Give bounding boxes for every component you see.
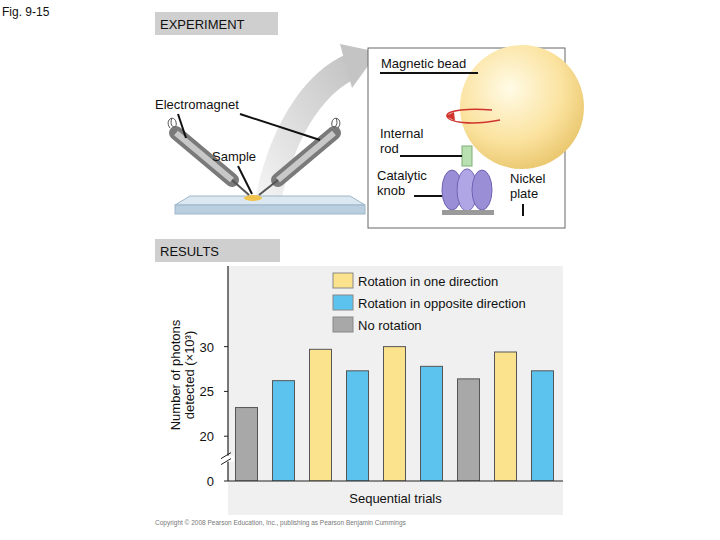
process-arrow xyxy=(268,66,352,200)
bar xyxy=(236,408,258,481)
diagram-label: Catalytic xyxy=(377,168,427,183)
legend: Rotation in one direction Rotation in opp… xyxy=(333,273,526,333)
legend-swatch xyxy=(333,317,353,332)
leader-line xyxy=(414,195,442,197)
bar xyxy=(384,347,406,481)
legend-label: Rotation in one direction xyxy=(358,274,498,289)
leader-line xyxy=(400,155,462,157)
heading-box xyxy=(155,239,280,262)
magnetic-bead xyxy=(460,45,584,169)
electromagnet xyxy=(278,133,334,180)
bars xyxy=(236,347,554,481)
bar xyxy=(458,379,480,481)
electromagnet-tip xyxy=(259,180,278,195)
nickel-plate xyxy=(442,210,494,215)
figure: Fig. 9-15 EXPERIMENT RESULTS Electromagnet S… xyxy=(0,0,720,540)
y-tick xyxy=(224,481,228,482)
bar xyxy=(495,352,517,481)
figure-label: Fig. 9-15 xyxy=(2,5,50,19)
leader-line xyxy=(238,166,252,194)
bar xyxy=(347,371,369,481)
y-tick-label: 20 xyxy=(200,429,214,444)
diagram-label: rod xyxy=(380,141,399,156)
diagram-label: Internal xyxy=(380,126,423,141)
y-tick xyxy=(224,391,228,392)
leader-line xyxy=(522,204,524,216)
x-axis-label: Sequential trials xyxy=(349,491,442,506)
bar xyxy=(310,349,332,481)
heading-box xyxy=(155,12,278,35)
rotation-arrow xyxy=(447,109,500,123)
y-tick-label: 0 xyxy=(207,474,214,489)
bar xyxy=(532,371,554,481)
y-axis xyxy=(227,266,228,481)
axis-break xyxy=(221,459,231,465)
internal-rod xyxy=(462,146,472,166)
wire xyxy=(168,118,176,128)
leader-line xyxy=(178,114,186,138)
catalytic-knob xyxy=(472,170,492,210)
bar xyxy=(421,366,443,481)
slide xyxy=(175,196,365,205)
axis-break xyxy=(221,453,231,459)
diagram-label: Nickel xyxy=(510,171,546,186)
y-tick xyxy=(224,436,228,437)
diagram-label: knob xyxy=(377,183,405,198)
diagram-label: Electromagnet xyxy=(155,97,239,112)
heading: RESULTS xyxy=(160,244,219,259)
legend-label: Rotation in opposite direction xyxy=(358,296,526,311)
y-axis-label: Number of photons xyxy=(168,319,183,430)
diagram-label: plate xyxy=(510,186,538,201)
legend-swatch xyxy=(333,295,353,310)
plot-background xyxy=(228,266,563,515)
copyright: Copyright © 2008 Pearson Education, Inc.… xyxy=(155,519,407,527)
y-tick-label: 25 xyxy=(200,384,214,399)
y-tick xyxy=(224,346,228,347)
slide xyxy=(175,205,365,214)
leader-line xyxy=(240,114,320,140)
heading: EXPERIMENT xyxy=(160,17,245,32)
sample-drop xyxy=(244,195,262,201)
diagram-label: Magnetic bead xyxy=(381,56,466,71)
legend-swatch xyxy=(333,273,353,288)
y-axis-label: detected (×10³) xyxy=(182,331,197,420)
wire xyxy=(332,118,340,128)
leader-line xyxy=(380,72,478,74)
y-tick-label: 30 xyxy=(200,340,214,355)
legend-label: No rotation xyxy=(358,318,422,333)
rotation-arrow-head xyxy=(446,112,455,121)
x-axis xyxy=(228,480,563,481)
diagram-label: Sample xyxy=(212,149,256,164)
bar xyxy=(273,381,295,481)
electromagnet xyxy=(278,133,334,180)
